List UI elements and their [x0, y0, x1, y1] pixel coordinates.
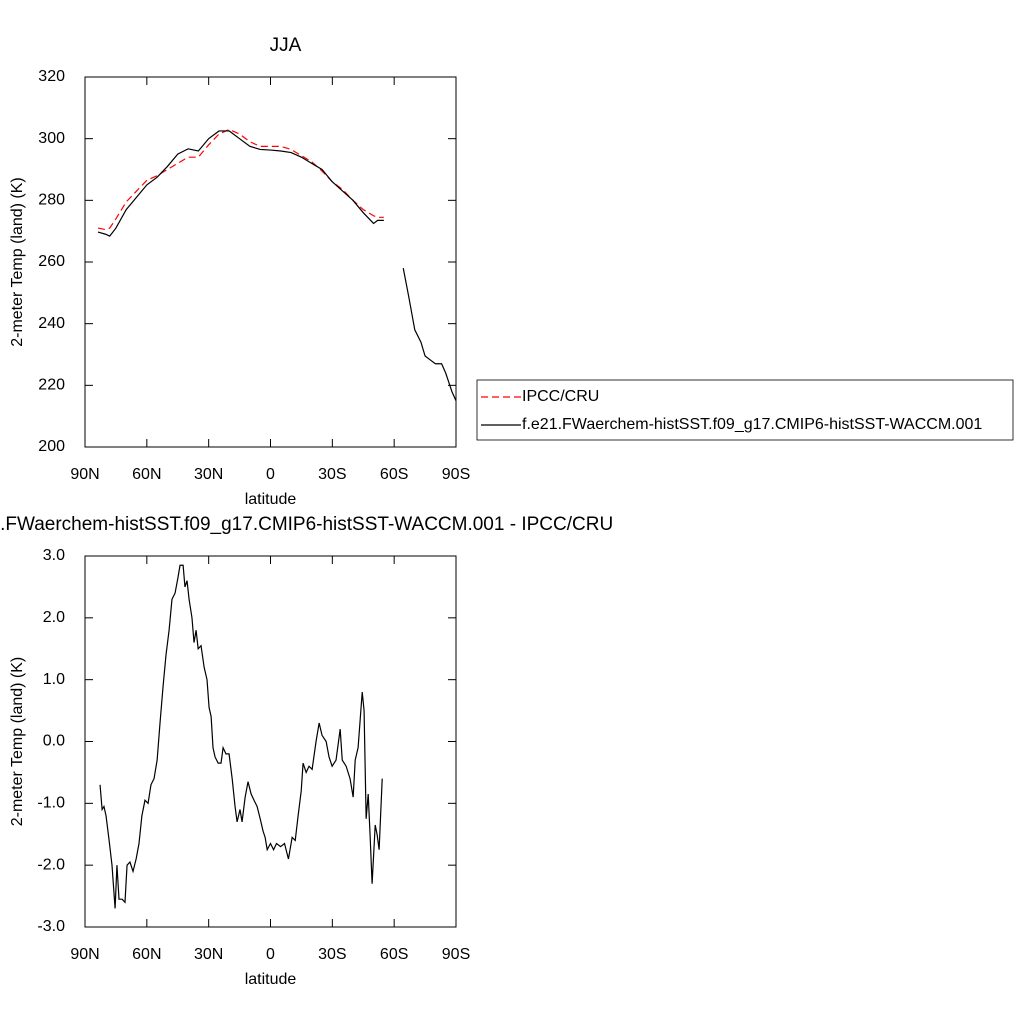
- y-tick-label: -3.0: [37, 918, 65, 935]
- y-tick-label: -1.0: [37, 795, 65, 812]
- y-tick-label: 2.0: [43, 609, 65, 626]
- plot-frame: [84, 76, 457, 448]
- y-tick-label: 240: [38, 315, 65, 332]
- x-tick-label: 90N: [70, 946, 99, 963]
- x-tick-label: 60N: [132, 466, 161, 483]
- chart-title: JJA: [270, 35, 302, 56]
- y-tick-label: 300: [38, 130, 65, 147]
- y-axis-label: 2-meter Temp (land) (K): [9, 177, 26, 347]
- x-tick-label: 30S: [318, 946, 346, 963]
- data-line: [99, 564, 383, 909]
- plot-frame: [84, 555, 457, 928]
- x-tick-label: 90S: [442, 466, 470, 483]
- legend-label: f.e21.FWaerchem-histSST.f09_g17.CMIP6-hi…: [522, 416, 982, 433]
- y-tick-label: 3.0: [43, 547, 65, 564]
- x-tick-label: 30S: [318, 466, 346, 483]
- x-tick-label: 90N: [70, 466, 99, 483]
- x-tick-label: 60N: [132, 946, 161, 963]
- x-tick-label: 30N: [194, 466, 223, 483]
- x-tick-label: 90S: [442, 946, 470, 963]
- y-tick-label: 260: [38, 253, 65, 270]
- y-tick-label: 320: [38, 68, 65, 85]
- data-line: [97, 130, 457, 401]
- y-tick-label: 0.0: [43, 733, 65, 750]
- y-tick-label: 200: [38, 438, 65, 455]
- data-line: [97, 128, 384, 231]
- x-tick-label: 30N: [194, 946, 223, 963]
- chart-title: f.e21.FWaerchem-histSST.f09_g17.CMIP6-hi…: [0, 514, 613, 535]
- y-axis-label: 2-meter Temp (land) (K): [9, 657, 26, 827]
- x-tick-label: 0: [266, 946, 275, 963]
- x-tick-label: 60S: [380, 466, 408, 483]
- y-tick-label: -2.0: [37, 856, 65, 873]
- legend-label: IPCC/CRU: [522, 388, 599, 405]
- x-tick-label: 0: [266, 466, 275, 483]
- y-tick-label: 1.0: [43, 671, 65, 688]
- x-tick-label: 60S: [380, 946, 408, 963]
- y-tick-label: 280: [38, 192, 65, 209]
- x-axis-label: latitude: [245, 971, 297, 988]
- x-axis-label: latitude: [245, 491, 297, 508]
- legend-box: [476, 379, 1014, 441]
- y-tick-label: 220: [38, 377, 65, 394]
